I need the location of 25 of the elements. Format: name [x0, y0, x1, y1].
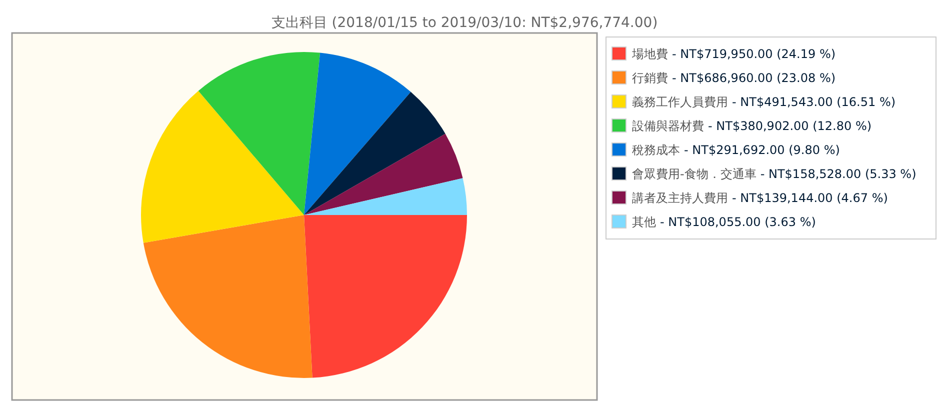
data-label: - NT$686,960.00 (23.08 %) — [672, 71, 836, 85]
pie-slice — [198, 52, 320, 215]
pie-slice — [304, 52, 411, 215]
legend-label: 會眾費用-食物．交通車 — [632, 167, 756, 181]
pie-slice — [304, 215, 467, 378]
chart-title: 支出科目 (2018/01/15 to 2019/03/10: NT$2,976,774.00) — [271, 15, 658, 31]
pie-slice — [304, 178, 467, 215]
legend-label: 其他 — [632, 215, 656, 229]
pie-slice — [304, 134, 463, 215]
pie-slice — [143, 215, 312, 378]
data-label: - NT$139,144.00 (4.67 %) — [732, 191, 888, 205]
legend-label: 行銷費 — [632, 71, 668, 85]
data-label: - NT$108,055.00 (3.63 %) — [660, 215, 816, 229]
pie-slice — [304, 92, 446, 215]
legend-label: 稅務成本 — [632, 143, 680, 157]
data-label: - NT$491,543.00 (16.51 %) — [732, 95, 896, 109]
data-label: - NT$291,692.00 (9.80 %) — [684, 143, 840, 157]
legend-label: 講者及主持人費用 — [632, 191, 728, 205]
data-label: - NT$380,902.00 (12.80 %) — [708, 119, 872, 133]
legend-label: 場地費 — [631, 47, 668, 61]
data-label: - NT$158,528.00 (5.33 %) — [760, 167, 916, 181]
data-label: - NT$719,950.00 (24.19 %) — [672, 47, 836, 61]
legend-label: 義務工作人員費用 — [632, 95, 728, 109]
legend-label: 設備與器材費 — [632, 119, 704, 133]
pie-slice — [141, 90, 304, 243]
